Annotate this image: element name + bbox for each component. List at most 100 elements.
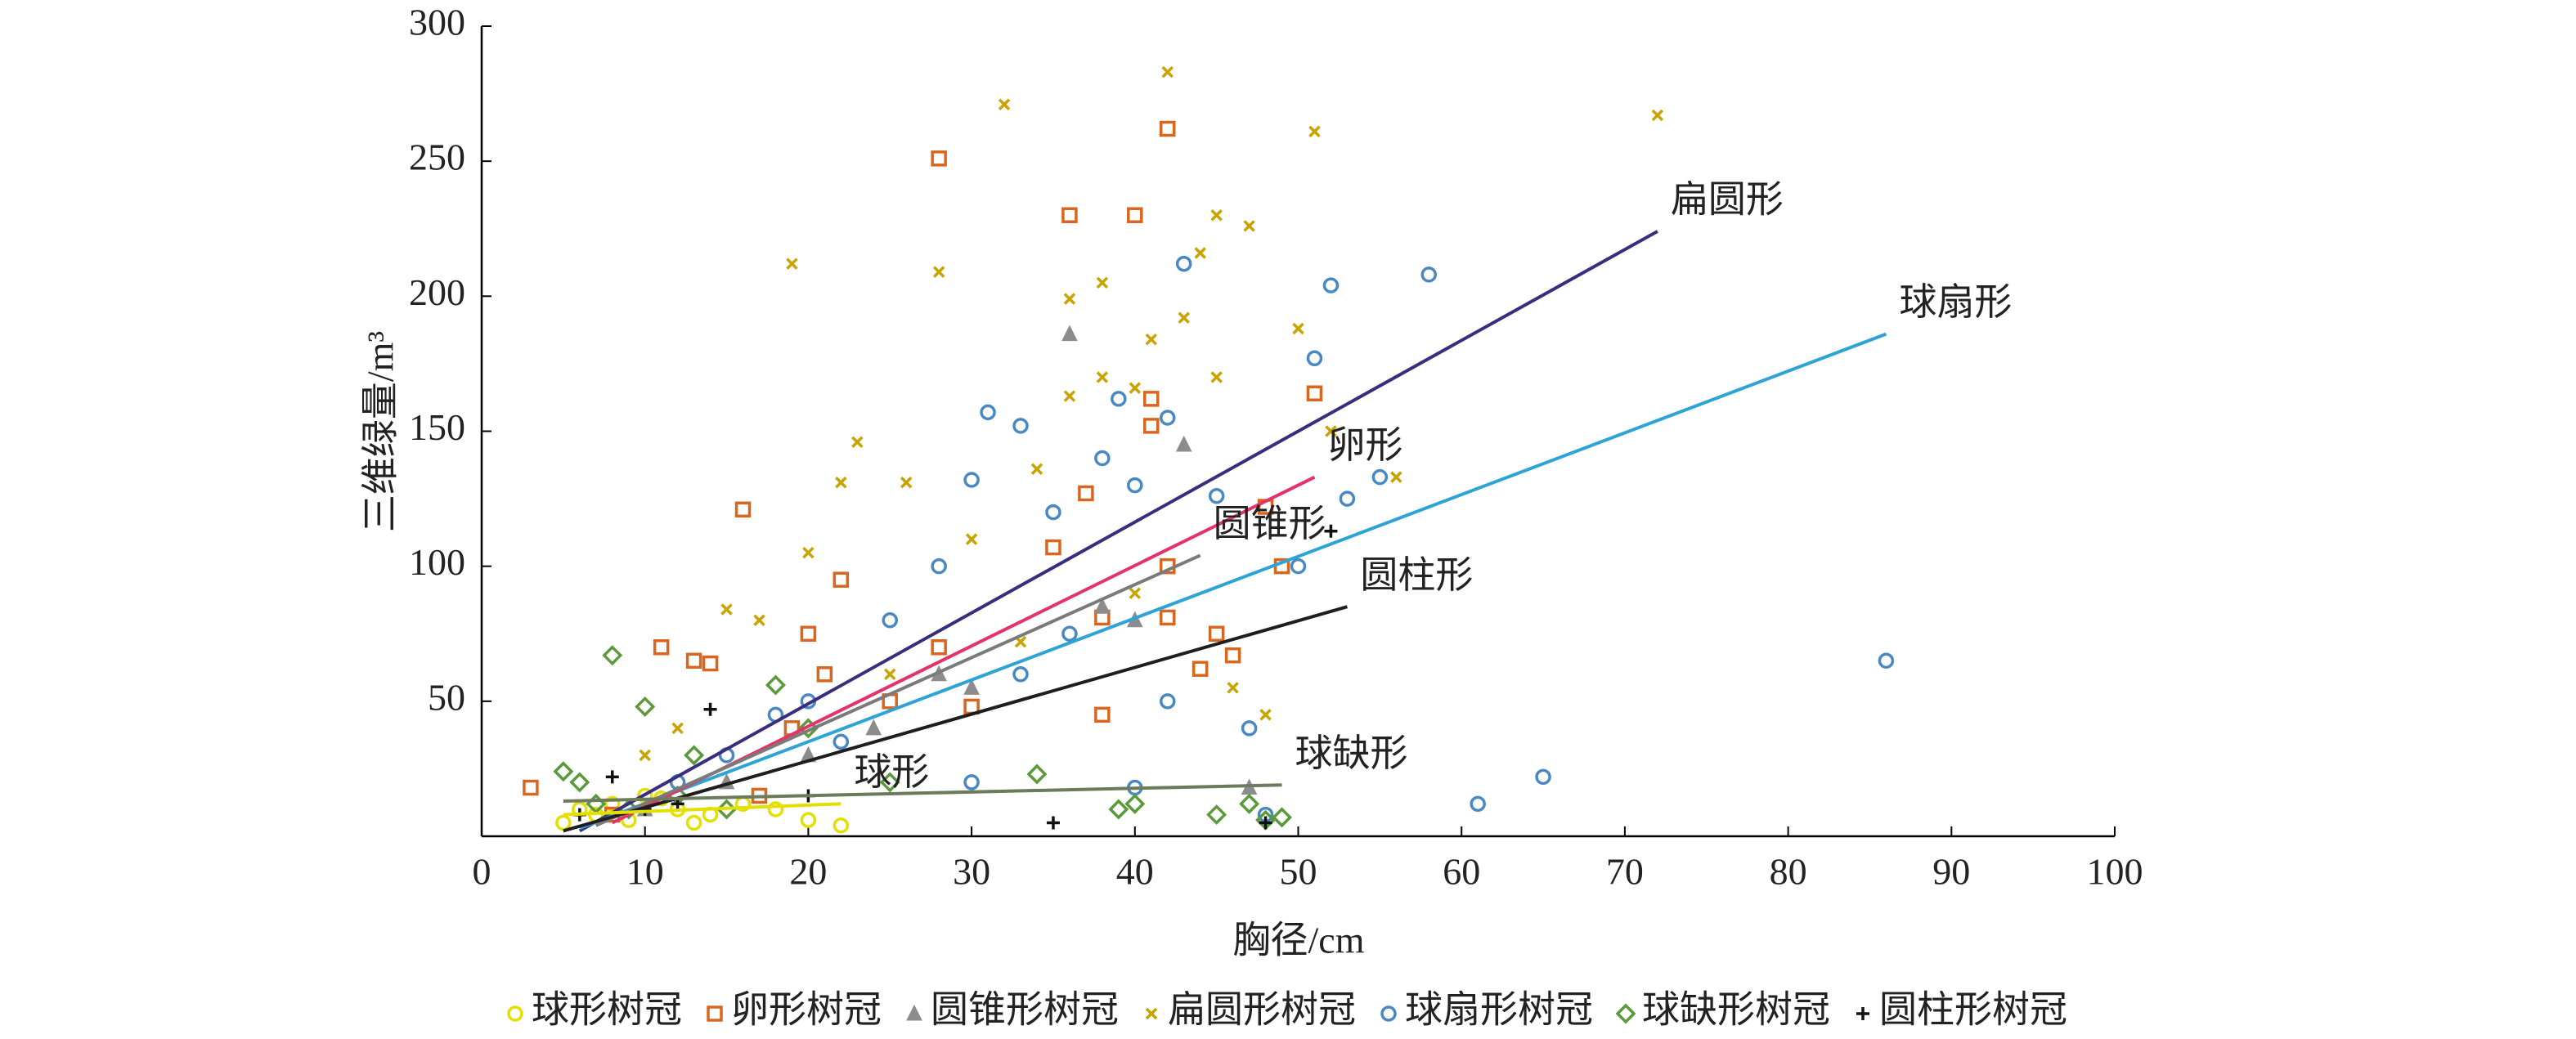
point [1856,1007,1869,1020]
point [1290,558,1307,575]
point [1306,385,1323,402]
fit-label: 球形 [854,751,929,793]
series [523,120,1323,823]
point [635,696,656,717]
x-tick-label: 50 [1280,851,1317,893]
point [832,571,850,588]
point [963,774,980,790]
point [1145,1007,1158,1020]
point [1380,1005,1397,1022]
point [1210,371,1223,383]
point [800,625,817,642]
point [797,718,819,739]
fit-label: 球缺形 [1295,732,1408,774]
fit-line [563,802,841,817]
fit-line [563,605,1348,833]
legend-label: 卵形树冠 [731,989,882,1031]
point [802,546,815,559]
point [1063,293,1076,305]
point [685,814,702,831]
series [572,524,1338,830]
point [1210,208,1223,222]
point [1096,276,1109,289]
point [1241,720,1258,737]
point [671,722,684,735]
x-tick-label: 30 [953,851,990,893]
x-tick-label: 10 [626,851,664,893]
point [965,533,978,545]
point [931,558,947,575]
point [865,719,882,736]
x-tick-label: 40 [1116,851,1154,893]
point [602,645,623,666]
point [1615,1003,1636,1024]
point [816,666,833,683]
point [685,652,702,670]
point [1390,471,1402,483]
point [1259,816,1272,830]
point [963,472,980,488]
x-tick-label: 60 [1443,851,1480,893]
point [1094,450,1111,467]
x-axis-label: 胸径/cm [1233,920,1365,961]
fit-label: 卵形 [1327,424,1402,466]
legend-label: 球形树冠 [532,989,682,1031]
point [1292,322,1304,335]
fit-line [578,230,1658,833]
point [931,150,947,167]
point [1420,266,1438,283]
legend-label: 圆柱形树冠 [1879,989,2067,1031]
point [507,1005,523,1022]
point [523,779,539,796]
point [653,639,670,656]
point [786,258,798,270]
x-tick-label: 20 [789,851,827,893]
point [1208,625,1225,642]
point [800,812,817,828]
point [1339,490,1356,507]
point [1026,764,1048,785]
point [1094,598,1111,614]
point [1159,120,1176,137]
point [1239,793,1260,814]
point [1175,435,1192,452]
point [765,674,786,696]
point [1227,682,1239,694]
fit-line [595,553,1201,827]
point [1045,504,1061,521]
point [1535,768,1551,786]
point [1045,539,1061,556]
point [753,614,765,626]
y-tick-label: 250 [409,137,465,178]
point [1161,65,1174,78]
point [1145,333,1158,346]
point [1259,709,1272,721]
point [1651,109,1664,122]
point [900,477,913,489]
point [720,603,733,616]
point [1159,410,1176,426]
point [1143,418,1160,434]
y-tick-label: 300 [409,2,465,43]
x-tick-label: 100 [2087,851,2143,893]
point [703,702,717,716]
point [1175,255,1192,272]
point [851,436,864,448]
point [1127,207,1143,223]
point [832,733,850,750]
legend-label: 扁圆形树冠 [1168,989,1356,1031]
point [884,668,896,681]
point [605,770,619,784]
point [1208,488,1225,504]
point [1159,609,1176,626]
point [555,814,572,831]
point [1178,311,1190,324]
point [1129,382,1142,394]
fit-line [563,783,1282,804]
point [1061,625,1078,642]
x-tick-label: 90 [1932,851,1970,893]
point [639,749,651,762]
point [1322,277,1340,293]
point [1143,391,1160,407]
point [1206,804,1227,826]
